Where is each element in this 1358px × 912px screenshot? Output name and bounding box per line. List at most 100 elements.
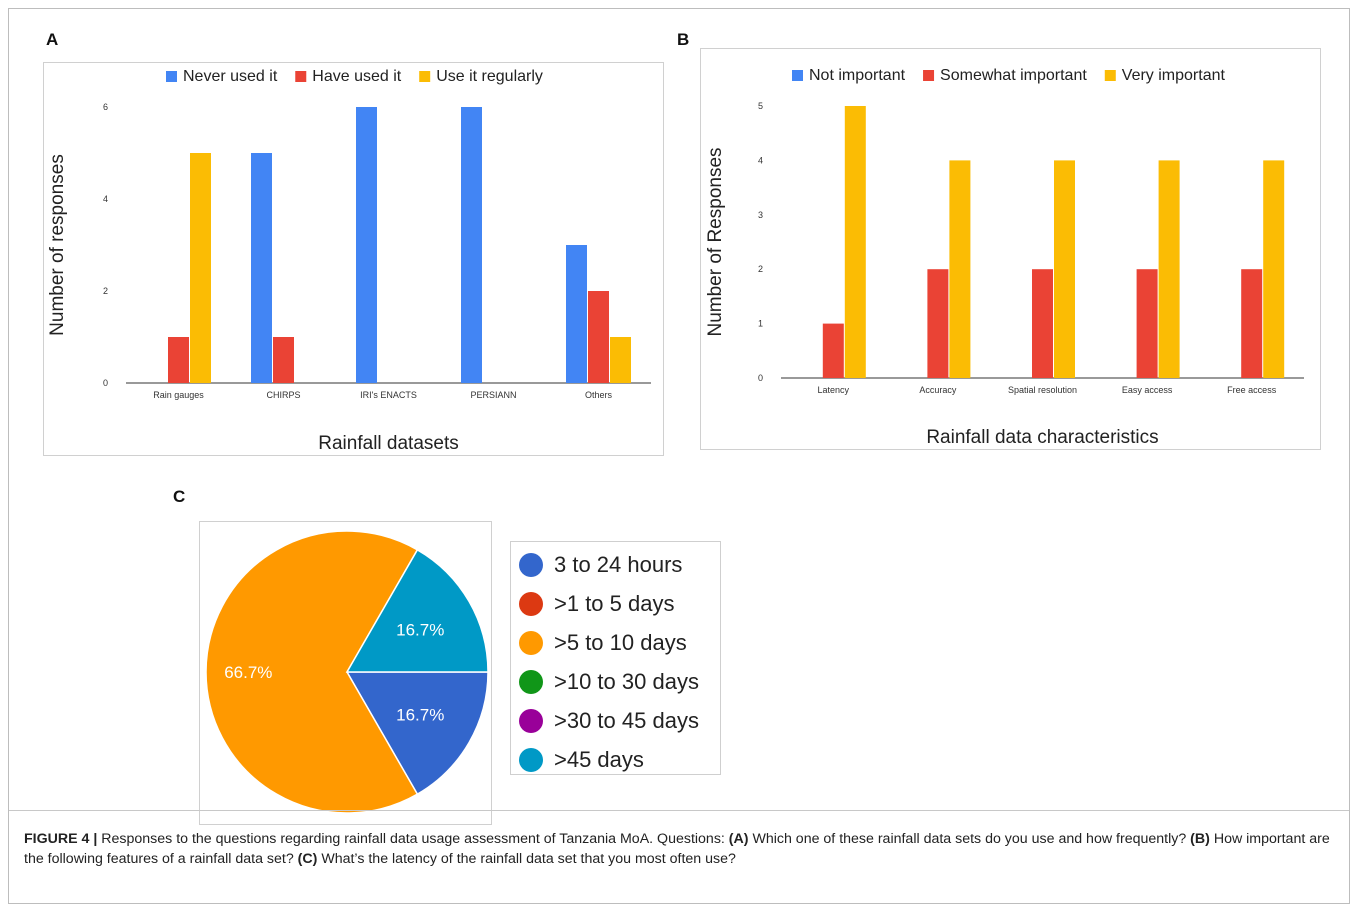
pie-label-5: 16.7% [396,621,444,640]
legend-swatch-1 [923,70,935,81]
bar-2-2 [1054,160,1075,378]
pie-legend-label-1: >1 to 5 days [554,591,675,616]
bar-1-0 [251,153,272,383]
bar-1-2 [949,160,971,378]
bar-4-0 [566,245,587,383]
figure-frame [8,8,1350,904]
legend-label-2: Very important [1122,67,1226,84]
bar-1-1 [927,269,949,378]
pie-legend-swatch-1 [519,592,543,616]
pie-legend-item-0: 3 to 24 hours [519,550,682,580]
bar-4-1 [588,291,609,383]
x-tick-label-4: Others [585,390,613,400]
x-axis-title: Rainfall datasets [318,433,458,454]
bar-0-2 [190,153,211,383]
chart-c-legend: 3 to 24 hours >1 to 5 days >5 to 10 days >1… [510,541,721,775]
panel-letter-b: B [677,30,690,49]
x-axis-title: Rainfall data characteristics [926,427,1158,448]
caption-qc-text: What’s the latency of the rainfall data … [317,851,736,867]
caption-qb-label: (B) [1190,831,1210,847]
bar-0-2 [844,106,866,378]
bar-4-2 [1263,160,1285,378]
pie-legend-label-4: >30 to 45 days [554,708,699,733]
caption-qa-label: (A) [728,831,749,847]
x-tick-label-2: Spatial resolution [1008,385,1077,395]
pie-legend-label-3: >10 to 30 days [554,669,699,694]
panel-letter-c: C [173,487,186,506]
pie-legend-item-1: >1 to 5 days [519,589,674,619]
bar-3-1 [1136,269,1158,378]
bar-3-0 [461,107,482,383]
legend-label-1: Have used it [312,68,401,85]
y-tick-label-4: 4 [758,155,763,165]
pie-legend-item-5: >45 days [519,745,644,775]
pie-slice-5 [345,548,489,673]
y-axis-title: Number of Responses [705,147,726,336]
caption-divider [9,810,1349,811]
chart-a-svg: Never used it Have used it Use it regularl… [47,68,651,454]
y-tick-label-1: 1 [758,319,763,329]
bar-3-2 [1158,160,1180,378]
y-tick-label-0: 0 [103,378,108,388]
pie-legend-label-2: >5 to 10 days [554,630,687,655]
chart-c-svg: 16.7% 66.7% 16.7% [205,530,489,814]
pie-legend-swatch-5 [519,748,543,772]
chart-b-svg: Not important Somewhat important Very impo… [705,67,1304,448]
bar-4-1 [1241,269,1263,378]
pie-slice-2 [205,530,419,814]
y-tick-label-3: 6 [103,102,108,112]
chart-a-panel: Never used it Have used it Use it regularl… [43,62,664,456]
y-tick-label-3: 3 [758,210,763,220]
chart-c-panel: 16.7% 66.7% 16.7% [199,521,492,825]
x-tick-label-0: Rain gauges [153,390,204,400]
figure-caption: FIGURE 4 | Responses to the questions re… [24,829,1334,869]
legend-label-0: Never used it [183,68,278,85]
legend-label-1: Somewhat important [940,67,1087,84]
y-tick-label-2: 2 [758,264,763,274]
y-tick-label-5: 5 [758,101,763,111]
caption-figure-label: FIGURE 4 | [24,831,98,847]
legend-swatch-2 [1104,70,1116,81]
pie-legend-swatch-2 [519,631,543,655]
pie-label-0: 16.7% [396,705,444,724]
bar-0-1 [168,337,189,383]
caption-text-intro: Responses to the questions regarding rai… [97,831,729,847]
x-tick-label-3: Easy access [1122,385,1173,395]
legend-swatch-1 [295,71,307,82]
pie-legend-swatch-3 [519,670,543,694]
y-tick-label-2: 4 [103,194,108,204]
pie-label-2: 66.7% [224,663,272,682]
x-tick-label-3: PERSIANN [470,390,516,400]
legend-swatch-0 [792,70,803,81]
x-tick-label-4: Free access [1227,385,1277,395]
pie-legend-label-0: 3 to 24 hours [554,552,683,577]
pie-legend-swatch-0 [519,553,543,577]
legend-label-0: Not important [809,67,906,84]
bar-2-1 [1032,269,1053,378]
legend-swatch-0 [166,71,177,82]
chart-b-panel: Not important Somewhat important Very impo… [700,48,1321,450]
pie-legend-item-3: >10 to 30 days [519,667,699,697]
y-axis-title: Number of responses [47,154,68,336]
pie-legend-swatch-4 [519,709,543,733]
legend-label-2: Use it regularly [436,68,543,85]
y-tick-label-1: 2 [103,286,108,296]
x-tick-label-0: Latency [818,385,850,395]
panel-letter-a: A [46,30,59,49]
legend-swatch-2 [419,71,431,82]
caption-qc-label: (C) [297,851,318,867]
x-tick-label-1: CHIRPS [266,390,300,400]
pie-legend-item-4: >30 to 45 days [519,706,699,736]
pie-slice-0 [345,671,489,796]
bar-0-1 [822,323,844,378]
y-tick-label-0: 0 [758,373,763,383]
x-tick-label-1: Accuracy [919,385,957,395]
pie-legend-item-2: >5 to 10 days [519,628,687,658]
caption-qa-text: Which one of these rainfall data sets do… [748,831,1191,847]
bar-2-0 [356,107,377,383]
pie-legend-label-5: >45 days [554,747,644,772]
x-tick-label-2: IRI's ENACTS [360,390,417,400]
bar-1-1 [273,337,294,383]
bar-4-2 [610,337,631,383]
caption-qb-text: How important are the following features… [24,831,1330,867]
